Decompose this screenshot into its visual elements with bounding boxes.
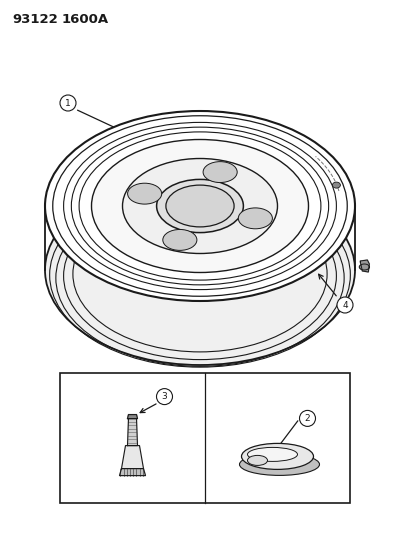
- Ellipse shape: [239, 454, 319, 475]
- Ellipse shape: [45, 111, 354, 301]
- Ellipse shape: [162, 230, 197, 251]
- Text: 3: 3: [161, 392, 167, 401]
- Circle shape: [336, 297, 352, 313]
- Ellipse shape: [156, 180, 243, 232]
- Bar: [60, 373, 349, 503]
- Polygon shape: [127, 418, 137, 446]
- Text: 2: 2: [304, 414, 310, 423]
- Ellipse shape: [238, 208, 272, 229]
- Ellipse shape: [45, 175, 354, 365]
- Ellipse shape: [203, 161, 237, 182]
- Ellipse shape: [127, 183, 161, 204]
- Ellipse shape: [122, 158, 277, 254]
- Polygon shape: [119, 469, 145, 475]
- Circle shape: [156, 389, 172, 405]
- Circle shape: [299, 410, 315, 426]
- Polygon shape: [121, 446, 143, 469]
- Ellipse shape: [332, 182, 339, 188]
- Ellipse shape: [247, 455, 267, 465]
- Ellipse shape: [241, 443, 313, 470]
- Ellipse shape: [166, 185, 233, 227]
- Polygon shape: [127, 415, 137, 418]
- Text: 1600A: 1600A: [62, 13, 109, 26]
- Text: 93122: 93122: [12, 13, 57, 26]
- Ellipse shape: [247, 447, 297, 462]
- Text: 4: 4: [342, 301, 347, 310]
- Circle shape: [60, 95, 76, 111]
- Text: 1: 1: [65, 99, 71, 108]
- Polygon shape: [358, 264, 368, 270]
- Ellipse shape: [91, 140, 308, 272]
- Polygon shape: [359, 260, 368, 272]
